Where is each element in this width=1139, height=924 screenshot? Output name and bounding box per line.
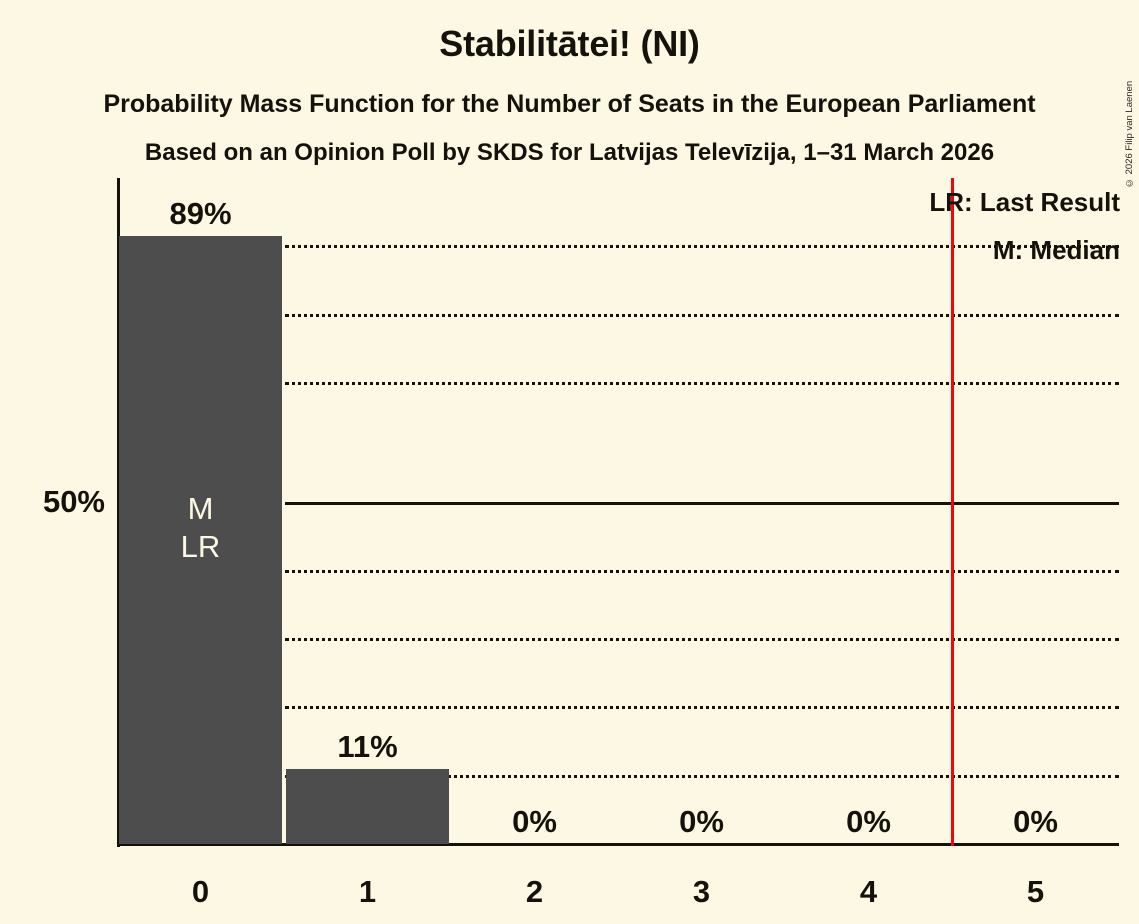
- x-axis-tick-label: 3: [692, 874, 711, 909]
- chart-subtitle-2: Based on an Opinion Poll by SKDS for Lat…: [144, 139, 995, 166]
- gridline-minor: [285, 381, 1119, 385]
- x-axis-tick-label: 0: [191, 874, 210, 909]
- page-title: Stabilitātei! (NI): [439, 23, 700, 64]
- gridline-minor: [285, 706, 1119, 710]
- gridline-minor: [285, 774, 1119, 778]
- legend-median: M: Median: [992, 235, 1120, 265]
- x-axis-tick-label: 2: [525, 874, 544, 909]
- bar-value-label: 0%: [512, 804, 557, 839]
- bar-value-label: 0%: [679, 804, 724, 839]
- x-axis-tick-label: 1: [358, 874, 377, 909]
- y-axis-tick-label: 50%: [42, 483, 105, 519]
- bar-value-label: 11%: [337, 728, 398, 764]
- gridline-minor: [285, 638, 1119, 642]
- chart-subtitle-1: Probability Mass Function for the Number…: [103, 90, 1036, 118]
- gridline-minor: [285, 313, 1119, 317]
- x-axis-line: [117, 843, 1119, 846]
- legend-last-result: LR: Last Result: [929, 187, 1120, 217]
- gridline-minor: [285, 245, 1119, 249]
- median-threshold-line: [951, 178, 954, 846]
- bar-value-label: 0%: [846, 804, 891, 839]
- gridline-minor: [285, 569, 1119, 573]
- bar: [286, 768, 449, 844]
- median-marker-label: M: [187, 491, 214, 526]
- bar-value-label: 89%: [169, 196, 232, 232]
- last-result-marker-label: LR: [180, 529, 221, 564]
- x-axis-tick-label: 5: [1026, 874, 1045, 909]
- bar-value-label: 0%: [1013, 804, 1058, 839]
- x-axis-tick-label: 4: [859, 874, 878, 909]
- bar: [119, 236, 282, 844]
- gridline-major: [285, 501, 1119, 505]
- y-axis-line: [117, 178, 120, 847]
